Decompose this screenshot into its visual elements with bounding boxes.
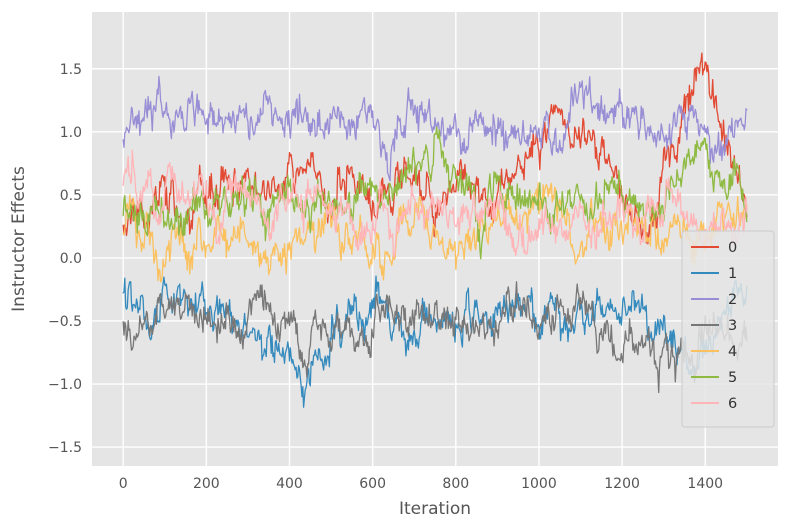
x-tick-label: 600 [359,476,386,492]
plot-background [92,12,778,466]
legend-label: 5 [728,370,737,386]
series-line-6 [122,149,748,259]
series-line-3 [122,281,748,394]
series-line-5 [122,126,748,260]
y-tick-labels: −1.5 −1.0 −0.5 0.0 0.5 1.0 1.5 [48,62,82,456]
series-lines [122,52,748,408]
x-tick-label: 800 [442,476,469,492]
x-tick-label: 0 [119,476,128,492]
series-line-2 [122,75,748,182]
y-tick-label: 1.0 [60,125,82,141]
legend-label: 1 [728,266,737,282]
legend-label: 2 [728,292,737,308]
x-axis-label: Iteration [399,499,471,519]
series-line-4 [122,182,748,283]
y-tick-label: 0.5 [60,188,82,204]
x-tick-labels: 0 200 400 600 800 1000 1200 1400 [119,476,723,492]
legend-label: 3 [728,318,737,334]
y-tick-label: −1.5 [48,440,82,456]
legend-label: 6 [728,396,737,412]
legend-label: 4 [728,344,737,360]
x-tick-label: 1400 [687,476,723,492]
y-tick-label: 1.5 [60,62,82,78]
x-tick-label: 400 [276,476,303,492]
legend: 0 1 2 3 4 5 6 [681,230,775,428]
y-tick-label: −0.5 [48,314,82,330]
x-tick-label: 200 [193,476,220,492]
x-tick-label: 1200 [604,476,640,492]
y-tick-label: 0.0 [60,251,82,267]
legend-label: 0 [728,240,737,256]
y-tick-label: −1.0 [48,377,82,393]
y-axis-label: Instructor Effects [9,166,29,312]
x-tick-label: 1000 [521,476,557,492]
